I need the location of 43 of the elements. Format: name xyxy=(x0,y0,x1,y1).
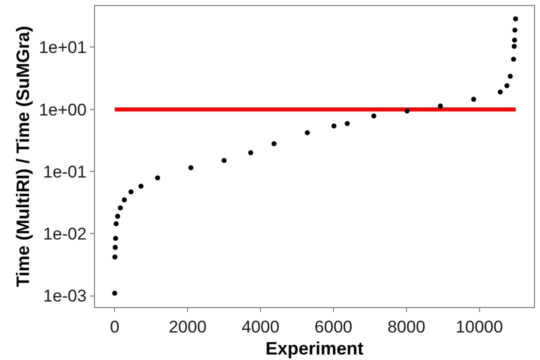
x-tick-label: 10000 xyxy=(456,317,503,336)
point xyxy=(248,150,254,156)
y-tick-label: 1e+00 xyxy=(38,100,87,120)
point xyxy=(331,123,336,128)
point xyxy=(122,197,127,202)
x-tick-label: 2000 xyxy=(168,317,207,336)
x-tick-label: 6000 xyxy=(314,317,352,336)
point xyxy=(498,90,503,95)
point xyxy=(508,74,513,79)
point xyxy=(404,108,410,114)
y-tick-label: 1e+01 xyxy=(38,38,87,58)
y-axis-title: Time (MultiRI) / Time (SuMGra) xyxy=(13,26,34,288)
y-tick-label: 1e-03 xyxy=(43,286,87,306)
point xyxy=(138,184,144,189)
point xyxy=(344,121,350,126)
point xyxy=(438,104,443,109)
point xyxy=(371,114,376,119)
point xyxy=(272,141,277,146)
x-tick-label: 4000 xyxy=(242,317,280,336)
x-axis-title: Experiment xyxy=(265,338,364,358)
point xyxy=(188,165,194,170)
point xyxy=(118,205,123,210)
point xyxy=(112,244,118,250)
point xyxy=(511,56,516,62)
point xyxy=(512,38,518,43)
x-tick-label: 8000 xyxy=(387,317,426,336)
point xyxy=(112,290,118,296)
point xyxy=(112,254,118,260)
point xyxy=(128,189,134,194)
point xyxy=(504,83,510,88)
y-tick-label: 1e-02 xyxy=(43,224,87,244)
x-tick-label: 0 xyxy=(110,317,120,336)
point xyxy=(113,236,118,241)
point xyxy=(304,130,310,136)
y-tick-label: 1e-01 xyxy=(43,162,87,182)
point xyxy=(513,16,518,22)
point xyxy=(114,221,119,226)
point xyxy=(471,96,476,102)
point xyxy=(222,158,227,164)
point xyxy=(115,214,120,219)
point xyxy=(512,28,518,33)
point xyxy=(155,175,160,180)
point xyxy=(512,44,517,49)
